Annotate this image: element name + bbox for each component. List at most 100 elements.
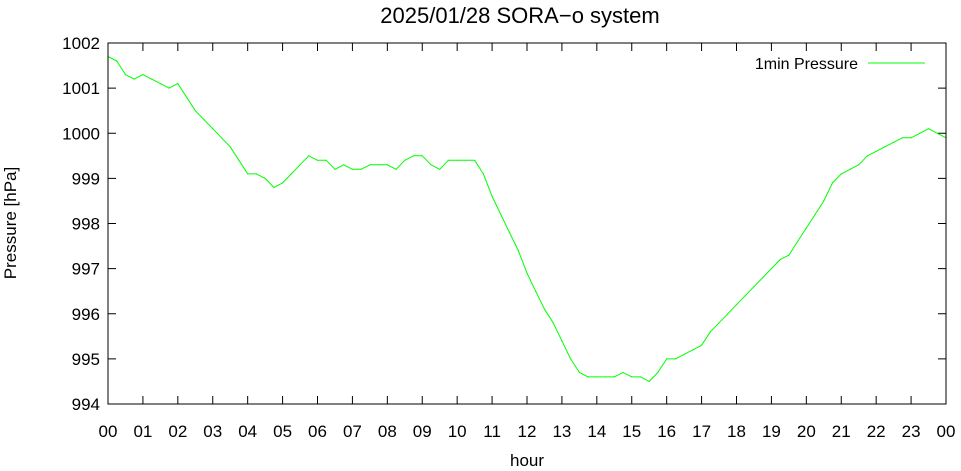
- data-point: [779, 259, 781, 261]
- data-point: [718, 322, 720, 324]
- data-point: [404, 159, 406, 161]
- data-point: [526, 272, 528, 274]
- data-point: [456, 159, 458, 161]
- data-point: [430, 164, 432, 166]
- data-point: [622, 371, 624, 373]
- data-point: [159, 83, 161, 85]
- data-point: [386, 164, 388, 166]
- data-point: [639, 376, 642, 378]
- x-axis-label: hour: [510, 451, 544, 470]
- x-tick-label: 15: [622, 422, 641, 441]
- data-point: [124, 74, 127, 76]
- data-point: [866, 155, 869, 157]
- data-point: [474, 159, 476, 161]
- data-point: [229, 146, 231, 148]
- data-point: [360, 168, 362, 170]
- y-tick-label: 997: [72, 260, 100, 279]
- data-point: [465, 159, 467, 161]
- data-point: [657, 371, 659, 373]
- x-tick-label: 20: [797, 422, 816, 441]
- data-point: [238, 159, 240, 161]
- x-tick-label: 03: [203, 422, 222, 441]
- x-tick-label: 08: [378, 422, 397, 441]
- data-point: [596, 376, 598, 378]
- series-line-0: [107, 56, 947, 382]
- data-point: [762, 277, 764, 279]
- data-point: [605, 376, 607, 378]
- legend-label: 1min Pressure: [755, 56, 858, 73]
- x-axis-ticks: 00 01 02 03 04 05 06 07 08 09 10 11 12 13 14 15 16 17 18 19…: [99, 43, 956, 441]
- data-point: [666, 358, 668, 360]
- data-point: [500, 213, 502, 216]
- data-point: [168, 87, 170, 89]
- y-tick-label: 999: [72, 169, 100, 188]
- data-point: [395, 168, 397, 170]
- data-point: [351, 168, 353, 170]
- y-tick-label: 1001: [62, 79, 100, 98]
- data-point: [142, 74, 144, 76]
- data-point: [290, 173, 292, 175]
- x-tick-label: 06: [308, 422, 327, 441]
- data-point: [823, 200, 825, 202]
- x-tick-label: 07: [343, 422, 362, 441]
- data-point: [491, 195, 493, 197]
- y-axis-ticks: 994 995 996 997 998 999 1000 1001 1002: [62, 34, 946, 414]
- data-point: [220, 137, 223, 139]
- x-tick-label: 12: [518, 422, 537, 441]
- data-point: [770, 268, 773, 270]
- data-point: [299, 164, 301, 166]
- data-point: [325, 159, 327, 161]
- data-point: [316, 159, 319, 161]
- data-point: [543, 308, 546, 310]
- data-point: [439, 168, 441, 170]
- x-tick-label: 01: [133, 422, 152, 441]
- x-tick-label: 10: [448, 422, 467, 441]
- y-tick-label: 995: [72, 350, 100, 369]
- data-point: [875, 150, 877, 152]
- data-point: [535, 290, 537, 292]
- data-point: [648, 380, 650, 382]
- data-point: [753, 286, 755, 288]
- data-point: [849, 168, 851, 170]
- y-axis-label: Pressure [hPa]: [1, 167, 20, 279]
- plot-area: [107, 55, 947, 382]
- data-point: [735, 304, 738, 306]
- data-point: [613, 376, 615, 378]
- y-tick-label: 998: [72, 215, 100, 234]
- data-point: [133, 78, 135, 80]
- x-tick-label: 22: [867, 422, 886, 441]
- data-point: [631, 376, 633, 378]
- data-point: [369, 164, 371, 166]
- data-point: [674, 358, 677, 360]
- data-point: [561, 340, 563, 342]
- data-point: [151, 78, 153, 80]
- data-point: [334, 168, 336, 170]
- data-point: [919, 132, 921, 134]
- data-point: [212, 128, 214, 130]
- x-tick-label: 23: [902, 422, 921, 441]
- data-point: [517, 250, 519, 252]
- x-tick-label: 21: [832, 422, 851, 441]
- data-point: [247, 173, 249, 175]
- data-point: [255, 173, 257, 175]
- data-point: [744, 295, 746, 297]
- x-tick-label: 09: [413, 422, 432, 441]
- data-point: [893, 141, 895, 143]
- y-tick-label: 1002: [62, 34, 100, 53]
- data-point: [552, 322, 554, 324]
- x-tick-label: 00: [937, 422, 956, 441]
- data-point: [683, 353, 685, 355]
- x-tick-label: 05: [273, 422, 292, 441]
- data-point: [412, 155, 415, 157]
- data-point: [910, 137, 912, 139]
- x-tick-label: 00: [99, 422, 118, 441]
- x-tick-label: 17: [692, 422, 711, 441]
- data-point: [273, 186, 275, 188]
- data-point: [186, 96, 188, 98]
- x-tick-label: 19: [762, 422, 781, 441]
- data-point: [814, 213, 816, 216]
- data-point: [709, 331, 711, 333]
- x-tick-label: 16: [657, 422, 676, 441]
- data-point: [308, 155, 310, 157]
